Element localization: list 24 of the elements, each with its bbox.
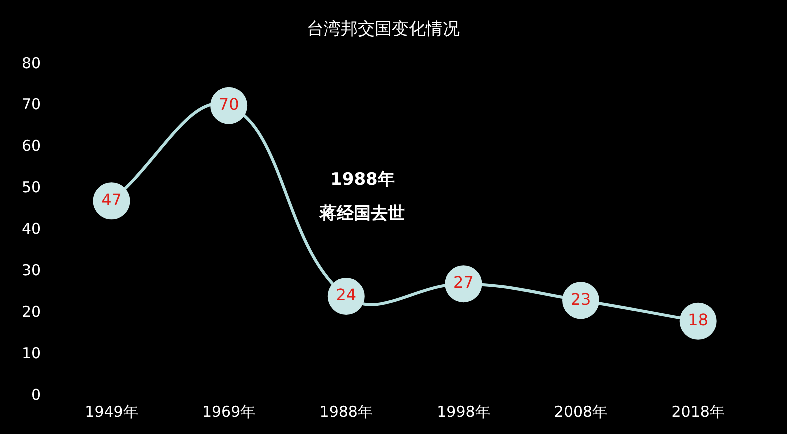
x-tick-label: 2018年	[672, 402, 725, 421]
data-label: 70	[218, 95, 240, 114]
y-tick-label: 0	[32, 386, 42, 404]
y-tick-label: 80	[22, 54, 42, 72]
x-tick-label: 1998年	[437, 402, 490, 421]
annotation: 蒋经国去世	[319, 204, 406, 224]
x-tick-label: 1988年	[320, 402, 373, 421]
x-tick-label: 1969年	[202, 402, 256, 421]
x-tick-label: 2008年	[554, 402, 608, 421]
y-tick-label: 10	[22, 344, 42, 362]
x-tick-label: 1949年	[85, 402, 138, 421]
y-tick-label: 20	[22, 302, 42, 321]
chart-title: 台湾邦交国变化情况	[307, 20, 460, 40]
data-label: 47	[102, 190, 122, 210]
y-tick-label: 60	[22, 137, 42, 156]
y-tick-label: 70	[22, 96, 42, 114]
data-label: 27	[454, 273, 474, 292]
data-label: 18	[688, 310, 709, 330]
data-label: 23	[570, 290, 592, 309]
annotation: 1988年	[330, 170, 395, 190]
y-tick-label: 40	[22, 220, 42, 238]
y-tick-label: 50	[22, 178, 42, 197]
data-label: 24	[336, 286, 357, 305]
y-tick-label: 30	[22, 262, 42, 280]
